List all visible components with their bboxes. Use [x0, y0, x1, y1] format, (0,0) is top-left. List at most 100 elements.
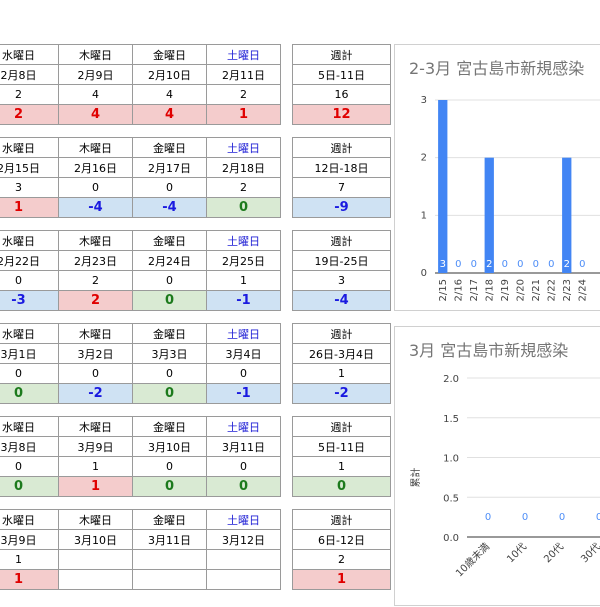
diff-cell: [206, 569, 281, 590]
count-cell: 0: [206, 363, 281, 384]
date-cell: 2月23日: [58, 250, 133, 271]
header-cell: 土曜日: [206, 137, 281, 158]
header-cell: 金曜日: [132, 416, 207, 437]
count-cell: 0: [0, 363, 59, 384]
count-cell: 1: [0, 549, 59, 570]
count-cell: [206, 549, 281, 570]
spacer: [280, 270, 293, 291]
header-cell: 土曜日: [206, 323, 281, 344]
weekly-total-diff: -9: [292, 197, 391, 218]
date-cell: 2月15日: [0, 157, 59, 178]
data-label: 0: [471, 259, 477, 270]
header-cell: 木曜日: [58, 416, 133, 437]
week-row-header: 水曜日 木曜日 金曜日 土曜日 週計: [0, 323, 391, 344]
count-cell: 1: [206, 270, 281, 291]
x-tick-label: 10代: [505, 541, 530, 566]
data-label: 0: [517, 259, 523, 270]
header-cell: 土曜日: [206, 230, 281, 251]
spacer: [280, 197, 293, 218]
count-cell: 0: [0, 270, 59, 291]
header-cell: 金曜日: [132, 44, 207, 65]
y-tick-label: 0.0: [443, 533, 459, 544]
spacer: [280, 84, 293, 105]
date-cell: 3月11日: [132, 529, 207, 550]
week-table: 水曜日 木曜日 金曜日 土曜日 週計 2月15日 2月16日 2月17日 2月18日 12日-18…: [0, 137, 391, 218]
weekly-total-count: 3: [292, 270, 391, 291]
x-tick-label: 2/22: [546, 279, 557, 301]
spacer: [280, 569, 293, 590]
y-tick-label: 0: [421, 268, 427, 279]
weekly-total-header: 週計: [292, 44, 391, 65]
spacer: [280, 177, 293, 198]
weekly-total-date: 5日-11日: [292, 436, 391, 457]
week-table: 水曜日 木曜日 金曜日 土曜日 週計 3月1日 3月2日 3月3日 3月4日 26日-3月4日 0 0…: [0, 323, 391, 404]
date-cell: 2月18日: [206, 157, 281, 178]
date-cell: 2月10日: [132, 64, 207, 85]
weekly-total-header: 週計: [292, 137, 391, 158]
y-tick-label: 2.0: [443, 374, 459, 385]
diff-cell: -1: [206, 290, 281, 311]
date-cell: 3月2日: [58, 343, 133, 364]
diff-cell: -4: [58, 197, 133, 218]
count-cell: 0: [132, 177, 207, 198]
x-tick-label: 10歳未満: [453, 541, 492, 580]
diff-cell: 1: [0, 197, 59, 218]
date-cell: 3月10日: [58, 529, 133, 550]
count-cell: 0: [132, 363, 207, 384]
diff-cell: 1: [0, 569, 59, 590]
y-axis-label: 累計: [409, 468, 422, 488]
weekly-total-diff: 0: [292, 476, 391, 497]
spacer: [280, 104, 293, 125]
data-label: 0: [485, 512, 491, 523]
date-cell: 3月12日: [206, 529, 281, 550]
week-row-diff: 2 4 4 1 12: [0, 104, 391, 125]
bar: [438, 100, 448, 273]
count-cell: [58, 549, 133, 570]
spacer: [280, 250, 293, 271]
y-tick-label: 2: [421, 153, 427, 164]
weekly-total-diff: 12: [292, 104, 391, 125]
x-tick-label: 2/20: [515, 279, 526, 301]
data-label: 0: [533, 259, 539, 270]
header-cell: 木曜日: [58, 230, 133, 251]
diff-cell: 1: [58, 476, 133, 497]
count-cell: 4: [58, 84, 133, 105]
date-cell: 2月11日: [206, 64, 281, 85]
diff-cell: -3: [0, 290, 59, 311]
header-cell: 水曜日: [0, 137, 59, 158]
date-cell: 2月25日: [206, 250, 281, 271]
date-cell: 3月4日: [206, 343, 281, 364]
header-cell: 土曜日: [206, 416, 281, 437]
date-cell: 3月8日: [0, 436, 59, 457]
date-cell: 2月16日: [58, 157, 133, 178]
date-cell: 3月10日: [132, 436, 207, 457]
data-label: 0: [548, 259, 554, 270]
x-tick-label: 2/23: [562, 279, 573, 301]
weekly-total-date: 6日-12日: [292, 529, 391, 550]
header-cell: 水曜日: [0, 44, 59, 65]
diff-cell: 0: [0, 476, 59, 497]
x-tick-label: 2/19: [500, 279, 511, 301]
bar: [562, 157, 572, 273]
x-tick-label: 2/21: [531, 279, 542, 301]
spacer: [280, 290, 293, 311]
diff-cell: [132, 569, 207, 590]
week-row-diff: 0 -2 0 -1 -2: [0, 383, 391, 404]
weekly-total-count: 7: [292, 177, 391, 198]
header-cell: 土曜日: [206, 44, 281, 65]
x-tick-label: 2/15: [438, 279, 449, 301]
y-tick-label: 1.0: [443, 454, 459, 465]
count-cell: 0: [132, 270, 207, 291]
count-cell: 2: [206, 84, 281, 105]
spacer: [280, 476, 293, 497]
weekly-total-date: 5日-11日: [292, 64, 391, 85]
header-cell: 水曜日: [0, 509, 59, 530]
count-cell: 2: [58, 270, 133, 291]
diff-cell: 0: [0, 383, 59, 404]
date-cell: 3月9日: [0, 529, 59, 550]
header-cell: 土曜日: [206, 509, 281, 530]
